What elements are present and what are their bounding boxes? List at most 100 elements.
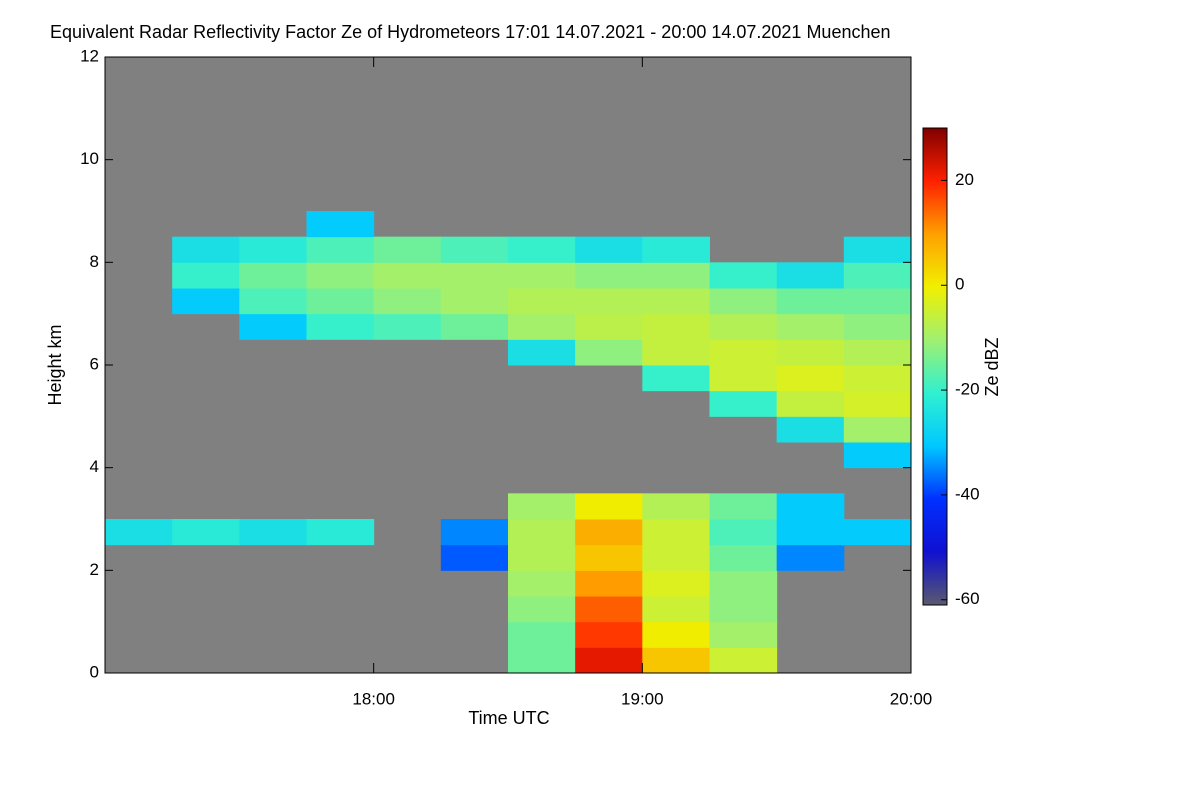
- heatmap-cell: [776, 313, 845, 340]
- heatmap-cell: [306, 236, 375, 263]
- heatmap-cell: [575, 236, 643, 263]
- heatmap-cell: [709, 570, 778, 597]
- heatmap-cell: [776, 416, 845, 443]
- heatmap-cell: [508, 621, 576, 648]
- y-tick-label: 12: [80, 46, 99, 65]
- heatmap-cell: [239, 236, 307, 263]
- heatmap-cell: [843, 339, 912, 366]
- heatmap-cell: [508, 647, 576, 674]
- heatmap-cell: [306, 262, 375, 289]
- heatmap-cell: [843, 442, 912, 469]
- heatmap-cell: [172, 236, 240, 263]
- heatmap-cell: [508, 288, 576, 315]
- heatmap-cell: [172, 519, 240, 546]
- heatmap-cell: [642, 493, 710, 520]
- heatmap-cell: [776, 339, 845, 366]
- heatmap-cell: [843, 288, 912, 315]
- y-tick-label: 8: [90, 252, 99, 271]
- heatmap-cell: [642, 288, 710, 315]
- heatmap-cell: [440, 519, 509, 546]
- heatmap-cell: [709, 339, 778, 366]
- colorbar-label: Ze dBZ: [982, 337, 1002, 396]
- heatmap-cell: [575, 596, 643, 623]
- heatmap-cell: [709, 313, 778, 340]
- y-tick-label: 2: [90, 560, 99, 579]
- heatmap-cell: [508, 262, 576, 289]
- heatmap-cell: [172, 288, 240, 315]
- heatmap-cell: [105, 519, 173, 546]
- heatmap-cell: [709, 544, 778, 571]
- heatmap-cell: [239, 288, 307, 315]
- x-axis-label: Time UTC: [468, 708, 549, 728]
- heatmap-cell: [440, 288, 509, 315]
- heatmap-cell: [776, 493, 845, 520]
- heatmap-cell: [306, 288, 375, 315]
- heatmap-cell: [440, 313, 509, 340]
- heatmap-cell: [239, 262, 307, 289]
- heatmap-cell: [440, 236, 509, 263]
- heatmap-cell: [373, 262, 442, 289]
- heatmap-cell: [508, 596, 576, 623]
- heatmap-cell: [508, 544, 576, 571]
- heatmap-cell: [575, 313, 643, 340]
- heatmap-cell: [709, 596, 778, 623]
- heatmap-cell: [843, 519, 912, 546]
- heatmap-cell: [843, 236, 912, 263]
- y-tick-label: 0: [90, 662, 99, 681]
- heatmap-cell: [575, 544, 643, 571]
- heatmap-cell: [776, 519, 845, 546]
- chart-title: Equivalent Radar Reflectivity Factor Ze …: [50, 22, 891, 42]
- heatmap-cell: [709, 493, 778, 520]
- y-axis-label: Height km: [45, 324, 65, 405]
- heatmap-cell: [508, 313, 576, 340]
- heatmap-cell: [575, 288, 643, 315]
- heatmap-cell: [508, 493, 576, 520]
- colorbar-tick-label: -20: [955, 380, 980, 399]
- heatmap-cell: [709, 647, 778, 674]
- heatmap-cell: [575, 647, 643, 674]
- colorbar-frame: [922, 127, 948, 606]
- heatmap-cell: [843, 262, 912, 289]
- heatmap-cell: [373, 236, 442, 263]
- heatmap-cell: [843, 313, 912, 340]
- heatmap-cell: [709, 621, 778, 648]
- heatmap-cell: [776, 390, 845, 417]
- colorbar-tick-label: -60: [955, 589, 980, 608]
- heatmap-cell: [306, 313, 375, 340]
- heatmap-cell: [373, 313, 442, 340]
- x-tick-label: 19:00: [621, 689, 664, 708]
- heatmap-cell: [575, 621, 643, 648]
- colorbar-tick-label: 0: [955, 275, 964, 294]
- heatmap-cell: [508, 236, 576, 263]
- heatmap-cell: [709, 365, 778, 392]
- colorbar-tick-label: -40: [955, 484, 980, 503]
- heatmap-cell: [843, 365, 912, 392]
- heatmap-cell: [575, 339, 643, 366]
- heatmap-cell: [642, 621, 710, 648]
- heatmap-cell: [306, 211, 375, 238]
- heatmap-cell: [642, 236, 710, 263]
- x-tick-label: 18:00: [352, 689, 395, 708]
- heatmap-cell: [776, 365, 845, 392]
- heatmap-cell: [776, 544, 845, 571]
- heatmap-cell: [709, 262, 778, 289]
- heatmap-cell: [373, 288, 442, 315]
- heatmap-cell: [843, 390, 912, 417]
- heatmap-cell: [508, 339, 576, 366]
- heatmap-cell: [642, 544, 710, 571]
- heatmap-cell: [575, 493, 643, 520]
- heatmap-cell: [709, 288, 778, 315]
- x-tick-label: 20:00: [890, 689, 933, 708]
- y-tick-label: 4: [90, 457, 99, 476]
- heatmap-cell: [239, 519, 307, 546]
- y-tick-label: 6: [90, 354, 99, 373]
- heatmap-cell: [642, 365, 710, 392]
- heatmap-cell: [508, 570, 576, 597]
- heatmap-cell: [575, 262, 643, 289]
- heatmap-cell: [642, 519, 710, 546]
- heatmap-cell: [642, 596, 710, 623]
- heatmap-cell: [642, 313, 710, 340]
- heatmap: [105, 211, 912, 674]
- heatmap-cell: [843, 416, 912, 443]
